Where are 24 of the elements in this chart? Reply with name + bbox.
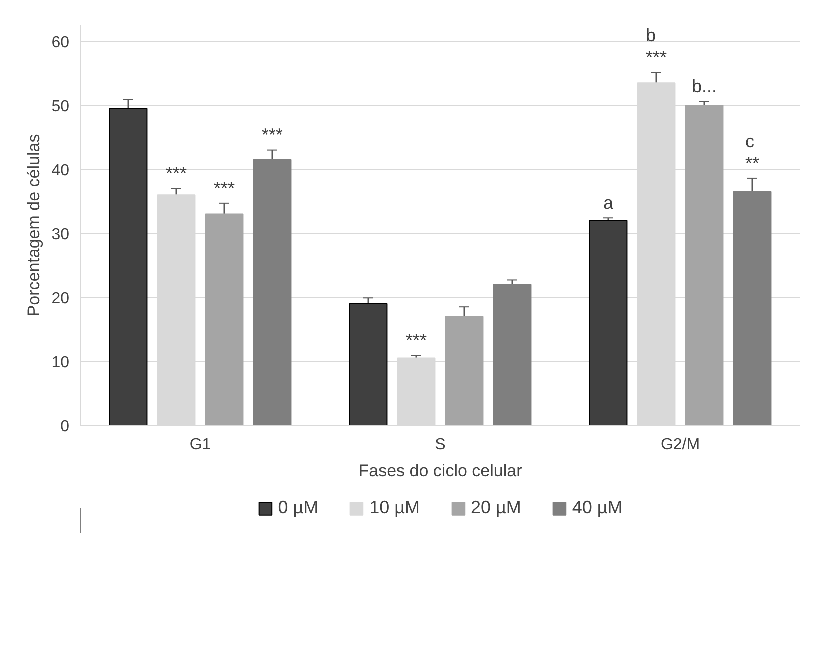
- data-label: ***: [406, 330, 428, 351]
- y-tick-label: 20: [52, 290, 70, 308]
- data-label: b ***: [646, 26, 668, 68]
- data-label: a: [603, 193, 614, 214]
- y-axis-title: Porcentagem de células: [24, 134, 44, 317]
- data-label: ***: [214, 178, 236, 198]
- data-label: ***: [166, 164, 188, 184]
- legend-label: 0 µM: [278, 498, 319, 518]
- y-tick-label: 50: [52, 98, 70, 116]
- x-tick-label: S: [435, 436, 446, 454]
- legend-label: 10 µM: [370, 498, 420, 518]
- y-tick-label: 10: [52, 354, 70, 372]
- y-tick-label: 30: [52, 226, 70, 244]
- data-label: b...: [692, 76, 718, 97]
- y-tick-label: 40: [52, 162, 70, 180]
- x-tick-label: G2/M: [660, 436, 700, 454]
- y-tick-label: 0: [60, 418, 70, 436]
- data-label: c **: [745, 131, 760, 174]
- legend-label: 20 µM: [471, 498, 522, 518]
- y-tick-label: 60: [52, 34, 70, 52]
- x-axis-title: Fases do ciclo celular: [358, 462, 523, 480]
- data-label: ***: [262, 125, 284, 146]
- x-tick-label: G1: [190, 436, 212, 454]
- legend-label: 40 µM: [572, 498, 623, 518]
